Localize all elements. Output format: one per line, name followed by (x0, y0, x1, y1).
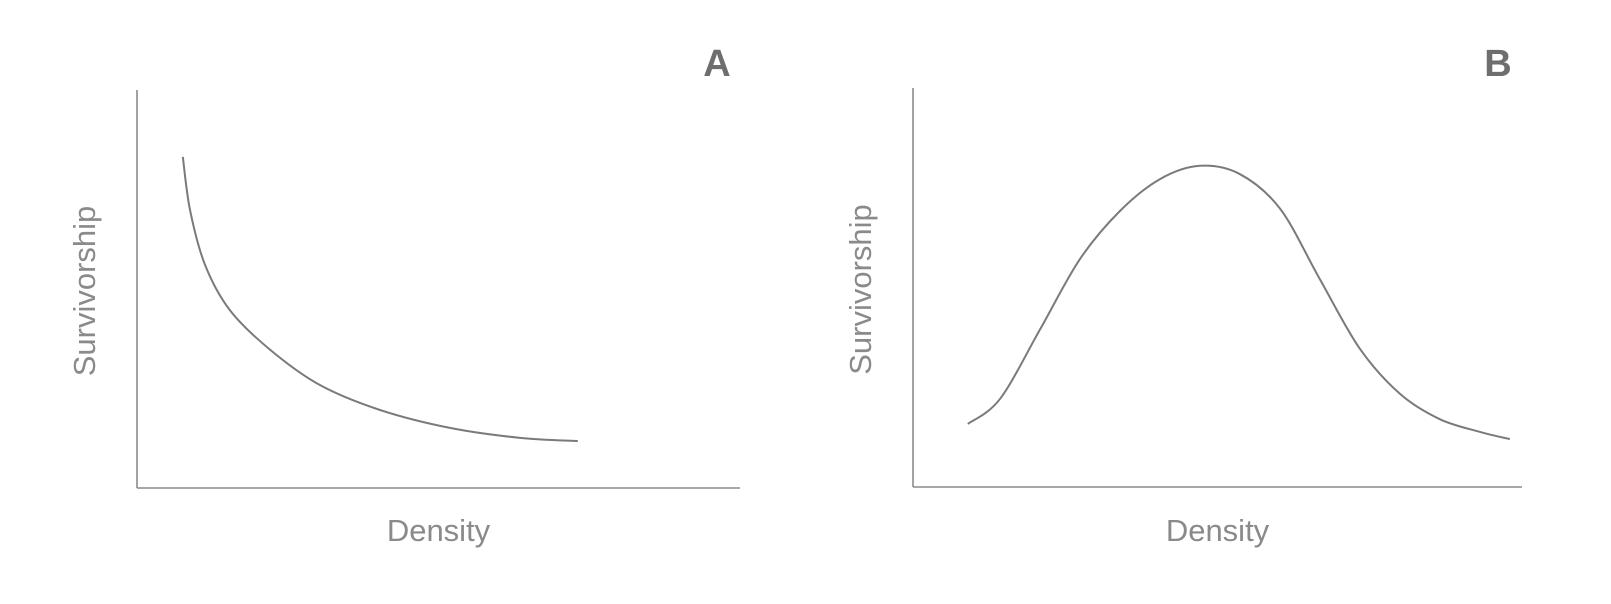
y-axis-label: Survivorship (67, 206, 102, 377)
panel-label: A (703, 43, 730, 85)
y-axis-label: Survivorship (843, 204, 878, 375)
x-axis-label: Density (1166, 513, 1270, 548)
x-axis-label: Density (387, 513, 491, 548)
data-line (967, 164, 1511, 441)
panel-label: B (1484, 43, 1511, 85)
data-line (181, 156, 578, 443)
